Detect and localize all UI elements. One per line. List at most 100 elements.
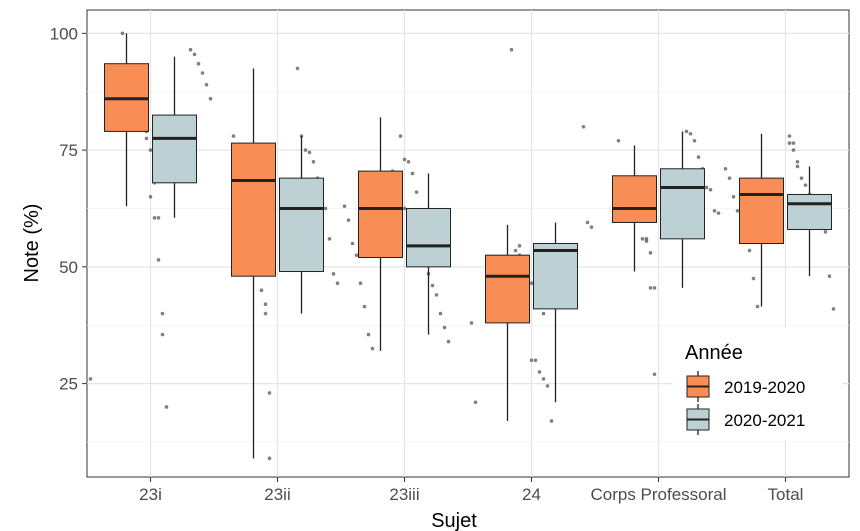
data-point — [156, 216, 161, 220]
data-point — [803, 183, 808, 187]
data-point — [430, 283, 435, 288]
data-point — [307, 150, 312, 155]
y-tick-label: 50 — [59, 258, 78, 277]
data-point — [509, 47, 514, 52]
data-point — [350, 241, 355, 246]
data-point — [644, 237, 649, 241]
data-point — [362, 304, 367, 309]
box-iqr — [231, 142, 276, 277]
x-tick-label: 23ii — [264, 485, 290, 504]
data-point — [231, 134, 236, 138]
data-point — [648, 286, 653, 290]
box-iqr — [358, 170, 403, 259]
data-point — [723, 166, 728, 171]
data-point — [791, 141, 796, 145]
data-point — [303, 148, 308, 152]
data-point — [323, 206, 328, 211]
data-point — [331, 272, 336, 276]
box-iqr — [660, 168, 705, 240]
data-point — [442, 325, 447, 330]
data-point — [712, 209, 717, 213]
data-point — [434, 293, 439, 297]
box-iqr — [152, 114, 197, 184]
data-point — [327, 237, 332, 241]
data-point — [533, 358, 538, 363]
data-point — [446, 339, 451, 344]
y-tick-label: 25 — [59, 375, 78, 394]
data-point — [787, 134, 792, 138]
data-point — [410, 171, 415, 176]
y-tick-label: 75 — [59, 141, 78, 160]
data-point — [366, 332, 371, 337]
y-axis: 25 50 75 100 — [50, 24, 87, 394]
data-point — [585, 220, 590, 225]
x-tick-label: 23iii — [389, 485, 419, 504]
box-iqr — [406, 207, 451, 268]
legend-label: 2020-2021 — [724, 411, 805, 430]
x-axis: 23i 23ii 23iii 24 Corps Professoral Total — [139, 477, 803, 504]
data-point — [549, 419, 554, 423]
data-point — [370, 346, 375, 351]
data-point — [704, 185, 709, 190]
box-1-4 — [660, 131, 705, 288]
data-point — [263, 311, 268, 316]
data-point — [652, 286, 657, 290]
data-point — [263, 302, 268, 307]
data-point — [581, 124, 586, 129]
data-point — [204, 82, 209, 87]
data-point — [827, 274, 832, 278]
data-point — [696, 155, 701, 159]
box-iqr — [279, 177, 324, 273]
data-point — [398, 134, 403, 138]
data-point — [517, 244, 522, 248]
data-point — [545, 384, 550, 388]
y-axis-title: Note (%) — [21, 204, 43, 283]
data-point — [160, 332, 165, 337]
data-point — [358, 281, 363, 285]
data-point — [259, 288, 264, 293]
data-point — [196, 61, 201, 66]
box-0-5 — [739, 133, 784, 307]
data-point — [414, 190, 419, 194]
data-point — [473, 400, 478, 405]
data-point — [120, 31, 125, 36]
data-point — [795, 164, 800, 169]
data-point — [342, 204, 347, 208]
data-point — [188, 47, 193, 52]
data-point — [684, 129, 689, 134]
data-point — [148, 148, 153, 152]
data-point — [156, 258, 161, 262]
data-point — [152, 216, 157, 220]
data-point — [648, 251, 653, 255]
data-point — [295, 66, 300, 71]
box-iqr — [612, 175, 657, 223]
boxes — [104, 33, 832, 459]
data-point — [346, 218, 351, 222]
box-iqr — [739, 177, 784, 244]
data-point — [616, 138, 621, 143]
data-point — [589, 225, 594, 229]
data-point — [160, 311, 165, 316]
box-iqr — [533, 243, 578, 310]
data-point — [688, 131, 693, 136]
data-point — [529, 281, 534, 285]
data-point — [311, 159, 316, 164]
data-point — [541, 311, 546, 316]
data-point — [148, 195, 153, 199]
data-point — [787, 141, 792, 145]
data-point — [541, 377, 546, 381]
data-point — [791, 148, 796, 152]
box-1-5 — [787, 166, 832, 277]
box-iqr — [787, 193, 832, 230]
data-point — [164, 405, 169, 409]
data-point — [354, 253, 359, 257]
data-point — [208, 96, 213, 101]
data-point — [402, 157, 407, 162]
data-point — [529, 358, 534, 363]
data-point — [831, 307, 836, 311]
data-point — [537, 370, 542, 374]
box-1-1 — [279, 136, 324, 314]
data-point — [727, 176, 732, 180]
box-0-3 — [485, 224, 530, 421]
